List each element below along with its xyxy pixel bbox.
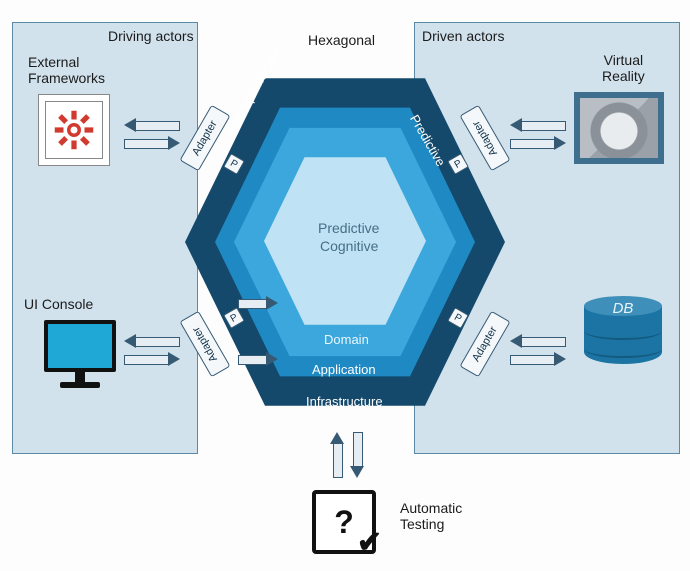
arrows-virtual-reality: [510, 118, 566, 150]
question-check-icon: ? ✔: [312, 490, 376, 554]
hex-core-line2: Cognitive: [320, 238, 378, 254]
gear-icon: [53, 109, 95, 151]
hex-internal-arrow-1: [238, 296, 278, 310]
hex-core-line1: Predictive: [318, 220, 379, 236]
port-top-left-label: P: [228, 158, 239, 171]
external-frameworks-label: External Frameworks: [28, 54, 105, 86]
ui-console-icon: [40, 320, 120, 390]
arrows-ui-console: [124, 334, 180, 366]
automatic-testing-label: Automatic Testing: [400, 500, 462, 532]
port-bottom-right-label: P: [452, 312, 463, 325]
monitor-icon: [40, 320, 120, 390]
port-top-right-label: P: [452, 158, 463, 171]
hex-infrastructure-label: Infrastructure: [306, 394, 383, 409]
db-cylinder-icon: DB: [584, 296, 662, 372]
port-bottom-left-label: P: [228, 312, 239, 325]
external-frameworks-icon: [38, 94, 110, 166]
hex-application-label: Application: [312, 362, 376, 377]
arrows-database: [510, 334, 566, 366]
automatic-testing-icon: ? ✔: [312, 490, 376, 554]
vr-image-icon: [574, 92, 664, 164]
arrows-automatic-testing: [330, 432, 364, 478]
driving-actors-title: Driving actors: [108, 28, 194, 44]
database-label: DB: [584, 300, 662, 317]
arrows-external-frameworks: [124, 118, 180, 150]
driven-actors-title: Driven actors: [422, 28, 504, 44]
virtual-reality-icon: [574, 92, 664, 164]
database-icon: DB: [584, 296, 662, 372]
virtual-reality-label: Virtual Reality: [602, 52, 645, 84]
hex-domain-label: Domain: [324, 332, 369, 347]
ui-console-label: UI Console: [24, 296, 93, 312]
diagram-title: Hexagonal: [308, 32, 375, 48]
hex-internal-arrow-2: [238, 352, 278, 366]
